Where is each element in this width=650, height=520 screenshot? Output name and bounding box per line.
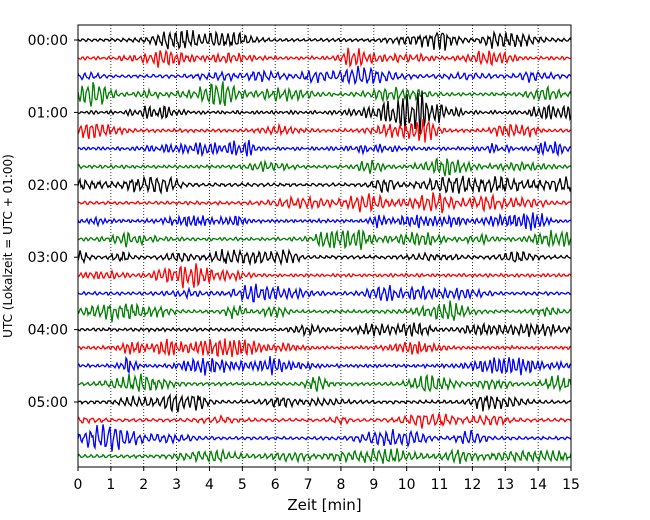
x-tick-label: 8 — [336, 477, 345, 493]
y-tick-label: 01:00 — [28, 105, 68, 121]
trace-row — [77, 338, 572, 358]
x-tick-label: 12 — [463, 477, 481, 493]
x-tick-label: 10 — [398, 477, 416, 493]
trace-row — [77, 175, 572, 196]
y-axis-label: UTC (Lokalzeit = UTC + 01:00) — [1, 154, 15, 338]
trace-row — [77, 393, 572, 413]
trace-row — [77, 81, 572, 107]
x-tick-label: 3 — [172, 477, 181, 493]
x-axis-label: Zeit [min] — [287, 496, 361, 514]
trace-row — [77, 139, 572, 158]
trace-row — [77, 355, 572, 376]
y-tick-label: 03:00 — [28, 250, 68, 266]
trace-row — [77, 263, 572, 289]
trace-row — [77, 65, 572, 86]
trace-row — [77, 373, 572, 393]
trace-group — [77, 29, 572, 465]
x-tick-label: 15 — [562, 477, 580, 493]
y-tick-label: 05:00 — [28, 395, 68, 411]
trace-row — [77, 413, 572, 429]
trace-row — [77, 192, 572, 214]
trace-row — [77, 248, 572, 267]
trace-row — [77, 283, 572, 303]
x-tick-label: 6 — [271, 477, 280, 493]
x-tick-label: 7 — [304, 477, 313, 493]
trace-row — [77, 300, 572, 323]
y-tick-label: 02:00 — [28, 178, 68, 194]
trace-row — [77, 119, 572, 143]
x-tick-label: 1 — [106, 477, 115, 493]
trace-row — [77, 156, 572, 177]
trace-row — [77, 29, 572, 51]
y-ticks: 00:00 01:00 02:00 03:00 04:00 05:00 — [28, 33, 78, 411]
trace-row — [77, 228, 572, 250]
plot-frame — [77, 24, 572, 468]
x-tick-label: 11 — [431, 477, 449, 493]
y-tick-label: 00:00 — [28, 33, 68, 49]
x-ticks: 0 1 2 3 4 5 6 7 8 9 10 11 12 13 14 15 — [74, 467, 580, 493]
trace-row — [77, 424, 572, 452]
x-tick-label: 4 — [205, 477, 214, 493]
x-tick-label: 0 — [74, 477, 83, 493]
trace-row — [77, 212, 572, 231]
trace-row — [77, 447, 572, 465]
trace-row — [77, 321, 572, 338]
x-tick-label: 9 — [369, 477, 378, 493]
y-tick-label: 04:00 — [28, 323, 68, 339]
x-tick-label: 14 — [529, 477, 547, 493]
trace-row — [77, 90, 572, 135]
x-tick-label: 5 — [238, 477, 247, 493]
trace-row — [77, 47, 572, 68]
x-tick-label: 13 — [496, 477, 514, 493]
x-tick-label: 2 — [139, 477, 148, 493]
